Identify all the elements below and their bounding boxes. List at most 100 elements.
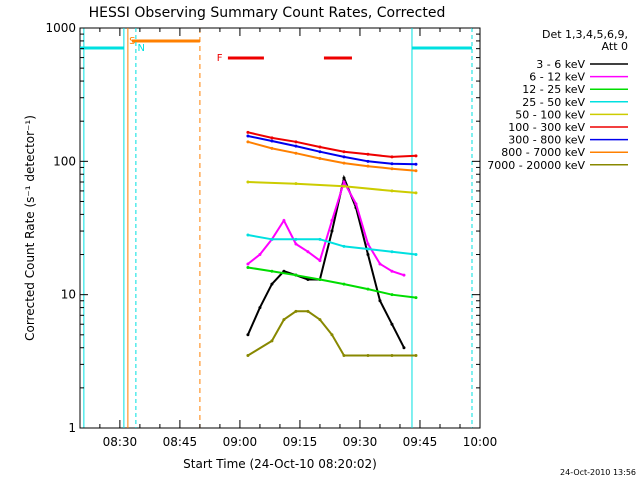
data-point bbox=[390, 167, 394, 171]
series-line bbox=[247, 135, 417, 166]
data-point bbox=[342, 184, 346, 188]
legend-header-line-1: Det 1,3,4,5,6,9, bbox=[542, 28, 628, 41]
data-point bbox=[366, 164, 370, 168]
data-point bbox=[366, 152, 370, 156]
data-point bbox=[366, 242, 370, 246]
data-point bbox=[318, 157, 322, 161]
data-point bbox=[390, 322, 394, 326]
data-point bbox=[294, 242, 298, 246]
data-point bbox=[246, 265, 250, 269]
data-point bbox=[342, 244, 346, 248]
x-tick-label: 09:15 bbox=[283, 435, 318, 449]
data-point bbox=[354, 202, 358, 206]
legend-entry-label: 25 - 50 keV bbox=[522, 96, 585, 109]
series-800-7000-kev bbox=[246, 140, 418, 173]
x-tick-label: 09:30 bbox=[343, 435, 378, 449]
data-point bbox=[270, 237, 274, 241]
data-point bbox=[390, 189, 394, 193]
data-point bbox=[366, 159, 370, 163]
data-point bbox=[246, 353, 250, 357]
data-point bbox=[294, 237, 298, 241]
x-tick-label: 09:45 bbox=[403, 435, 438, 449]
data-point bbox=[414, 154, 418, 158]
y-tick-label: 10 bbox=[61, 288, 76, 302]
data-point bbox=[318, 237, 322, 241]
legend-entry-label: 800 - 7000 keV bbox=[501, 146, 585, 159]
series-line bbox=[247, 266, 417, 299]
series-layer bbox=[246, 130, 418, 357]
x-axis-label: Start Time (24-Oct-10 08:20:02) bbox=[183, 457, 377, 471]
data-point bbox=[342, 161, 346, 165]
series-50-100-kev bbox=[246, 180, 418, 195]
data-point bbox=[414, 169, 418, 173]
data-point bbox=[270, 136, 274, 140]
x-tick-label: 08:30 bbox=[103, 435, 138, 449]
data-point bbox=[282, 318, 286, 322]
data-point bbox=[330, 333, 334, 337]
data-point bbox=[306, 277, 310, 281]
data-point bbox=[330, 218, 334, 222]
x-tick-label: 09:00 bbox=[223, 435, 258, 449]
data-point bbox=[342, 150, 346, 154]
data-point bbox=[270, 146, 274, 150]
legend-entry-label: 3 - 6 keV bbox=[536, 58, 585, 71]
plot-area: SN F bbox=[79, 27, 481, 429]
series-3-6-kev bbox=[246, 174, 406, 350]
flag-label-s: S bbox=[129, 36, 135, 47]
flag-label-n: N bbox=[137, 43, 144, 54]
chart-title: HESSI Observing Summary Count Rates, Cor… bbox=[89, 5, 446, 21]
series-line bbox=[247, 234, 417, 256]
data-point bbox=[318, 145, 322, 149]
series-7000-20000-kev bbox=[246, 309, 418, 357]
data-point bbox=[246, 140, 250, 144]
data-point bbox=[270, 269, 274, 273]
data-point bbox=[246, 233, 250, 237]
flag-layer: SN F bbox=[80, 28, 473, 428]
data-point bbox=[294, 140, 298, 144]
data-point bbox=[342, 353, 346, 357]
data-point bbox=[402, 346, 406, 350]
data-point bbox=[342, 155, 346, 159]
legend-entry-label: 6 - 12 keV bbox=[529, 71, 585, 84]
data-point bbox=[366, 353, 370, 357]
series-line bbox=[247, 140, 417, 172]
data-point bbox=[318, 150, 322, 154]
legend-entry-label: 100 - 300 keV bbox=[508, 121, 585, 134]
data-point bbox=[294, 144, 298, 148]
x-tick-label: 08:45 bbox=[163, 435, 198, 449]
series-25-50-kev bbox=[246, 233, 418, 257]
data-point bbox=[294, 151, 298, 155]
y-tick-label: 1000 bbox=[45, 21, 76, 35]
data-point bbox=[258, 253, 262, 257]
data-point bbox=[306, 309, 310, 313]
data-point bbox=[390, 353, 394, 357]
series-300-800-kev bbox=[246, 134, 418, 166]
data-point bbox=[414, 253, 418, 257]
legend-header-line-2: Att 0 bbox=[602, 40, 628, 53]
data-point bbox=[366, 253, 370, 257]
series-12-25-kev bbox=[246, 265, 418, 300]
data-point bbox=[414, 162, 418, 166]
data-point bbox=[246, 134, 250, 138]
data-point bbox=[366, 247, 370, 251]
data-point bbox=[390, 250, 394, 254]
data-point bbox=[366, 287, 370, 291]
y-tick-label: 1 bbox=[68, 421, 76, 435]
y-axis-label: Corrected Count Rate (s⁻¹ detector⁻¹) bbox=[23, 115, 37, 341]
series-6-12-kev bbox=[246, 179, 406, 277]
data-point bbox=[342, 176, 346, 180]
data-point bbox=[390, 162, 394, 166]
data-point bbox=[282, 218, 286, 222]
data-point bbox=[270, 139, 274, 143]
series-line bbox=[247, 179, 405, 277]
data-point bbox=[330, 229, 334, 233]
data-point bbox=[294, 182, 298, 186]
flag-label-f: F bbox=[217, 53, 223, 64]
x-tick-label: 10:00 bbox=[463, 435, 498, 449]
data-point bbox=[246, 130, 250, 134]
data-point bbox=[282, 269, 286, 273]
data-point bbox=[318, 318, 322, 322]
data-point bbox=[318, 259, 322, 263]
